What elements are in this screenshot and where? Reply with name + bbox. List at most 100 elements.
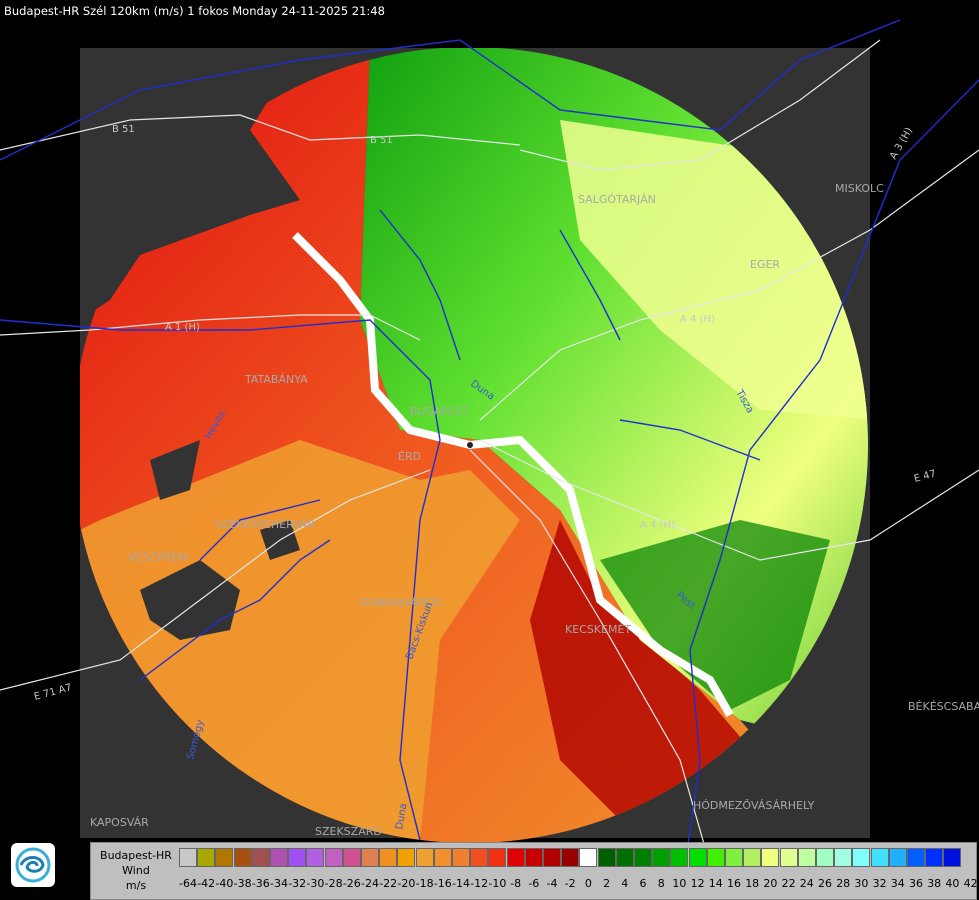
legend-swatch xyxy=(524,848,543,867)
legend-swatch xyxy=(652,848,671,867)
radar-site-marker xyxy=(467,442,473,448)
legend-swatch xyxy=(888,848,907,867)
legend-swatch xyxy=(561,848,580,867)
legend-tick-label: -24 xyxy=(361,877,379,890)
legend-swatch xyxy=(452,848,470,867)
road-b51 xyxy=(0,114,521,151)
legend-tick-label: -64 xyxy=(179,877,197,890)
legend-swatch xyxy=(543,848,561,867)
legend-tick-label: 16 xyxy=(727,877,741,890)
no-echo-gap xyxy=(140,560,240,640)
legend-swatch xyxy=(634,848,652,867)
road-a4 xyxy=(479,439,979,561)
river-duna xyxy=(0,319,441,841)
road-m3 xyxy=(479,149,979,421)
legend-tick-label: -36 xyxy=(251,877,270,890)
road-label: E 71 A7 xyxy=(33,682,73,703)
legend-swatch xyxy=(761,848,780,867)
city-label: BUDAPEST xyxy=(410,405,469,418)
city-label: KECSKEMÉT xyxy=(565,623,631,636)
legend-tick-label: -10 xyxy=(488,877,507,890)
river-label: Duna xyxy=(394,802,409,830)
city-label: TATABÁNYA xyxy=(244,373,308,386)
legend-tick-label: -34 xyxy=(270,877,288,890)
legend-tick-label: 26 xyxy=(818,877,832,890)
city-label: BÉKÉSCSABA xyxy=(908,700,979,713)
road-label: A 4 (H) xyxy=(640,520,675,531)
legend-swatch xyxy=(816,848,834,867)
road-m7 xyxy=(0,469,431,691)
legend-swatch xyxy=(834,848,853,867)
legend-tick-label: 4 xyxy=(621,877,629,890)
legend-swatch xyxy=(506,848,525,867)
legend-swatch xyxy=(342,848,361,867)
legend-swatch xyxy=(361,848,379,867)
city-label: HÓDMEZŐVÁSÁRHELY xyxy=(693,798,815,812)
legend-tick-label: 20 xyxy=(763,877,778,890)
legend-tick-label: 14 xyxy=(708,877,723,890)
legend-swatch xyxy=(943,848,962,867)
legend-swatch xyxy=(870,848,889,867)
city-label: DUNAÚJVÁROS xyxy=(360,596,441,609)
city-label: SALGÓTARJÁN xyxy=(578,193,656,206)
road-label: E 47 xyxy=(913,469,937,485)
legend-swatch xyxy=(397,848,416,867)
legend-swatch xyxy=(797,848,816,867)
legend-title-line: Wind xyxy=(122,864,150,877)
legend-tick-label: 12 xyxy=(690,877,705,890)
river-balaton xyxy=(139,539,331,681)
legend-tick-label: -42 xyxy=(197,877,216,890)
legend-tick-label: -22 xyxy=(379,877,398,890)
legend-tick-label: 10 xyxy=(672,877,687,890)
legend-swatch xyxy=(852,848,871,867)
legend-swatch xyxy=(433,848,452,867)
legend-tick-label: -30 xyxy=(306,877,325,890)
legend-swatch xyxy=(197,848,216,867)
disc-mask-nw xyxy=(80,48,300,320)
zero-velocity-line xyxy=(292,232,734,717)
city-label: SZEKSZÁRD xyxy=(315,825,382,838)
legend-tick-label: -38 xyxy=(233,877,252,890)
legend-swatch xyxy=(925,848,944,867)
logo-icon xyxy=(11,843,55,887)
legend-tick-label: 8 xyxy=(657,877,665,890)
legend-tick-label: 36 xyxy=(909,877,923,890)
legend: Budapest-HR Wind m/s -64 -42 -40 -38 -36 -34 -… xyxy=(90,842,978,900)
road-label: A 1 (H) xyxy=(165,322,200,333)
legend-swatch xyxy=(615,848,634,867)
city-label: MISKOLC xyxy=(835,182,884,195)
legend-title: Budapest-HR Wind m/s xyxy=(93,848,179,893)
no-echo-gap xyxy=(150,440,200,500)
legend-tick-label: 2 xyxy=(603,877,611,890)
road-label: B 51 xyxy=(370,135,393,146)
legend-tick-label: -20 xyxy=(397,877,416,890)
legend-tick-label: 32 xyxy=(872,877,887,890)
legend-swatch xyxy=(251,848,270,867)
legend-tick-label: 24 xyxy=(799,877,814,890)
legend-tick-label: -8 xyxy=(510,877,522,890)
legend-swatch xyxy=(670,848,689,867)
city-label: EGER xyxy=(750,258,780,271)
map-title: Budapest-HR Szél 120km (m/s) 1 fokos Mon… xyxy=(4,4,385,18)
river-tisza xyxy=(679,79,979,900)
legend-swatch xyxy=(179,848,197,867)
road-label: A 3 (H) xyxy=(888,126,915,162)
legend-tick-label: -14 xyxy=(452,877,470,890)
legend-tick-label: -16 xyxy=(433,877,452,890)
legend-swatch xyxy=(688,848,707,867)
legend-swatch xyxy=(725,848,743,867)
legend-tick-label: -12 xyxy=(470,877,489,890)
city-label: KAPOSVÁR xyxy=(90,816,149,829)
legend-swatch xyxy=(706,848,725,867)
legend-tick-label: -2 xyxy=(564,877,576,890)
road-a1 xyxy=(0,314,421,341)
legend-tick-label: 38 xyxy=(927,877,942,890)
legend-tick-label: -28 xyxy=(324,877,343,890)
legend-tick-label: 22 xyxy=(781,877,796,890)
legend-swatch xyxy=(779,848,798,867)
legend-tick-label: 40 xyxy=(945,877,960,890)
legend-tick-label: -40 xyxy=(215,877,234,890)
legend-swatch xyxy=(415,848,434,867)
city-label: ÉRD xyxy=(398,450,421,463)
legend-swatch xyxy=(215,848,234,867)
